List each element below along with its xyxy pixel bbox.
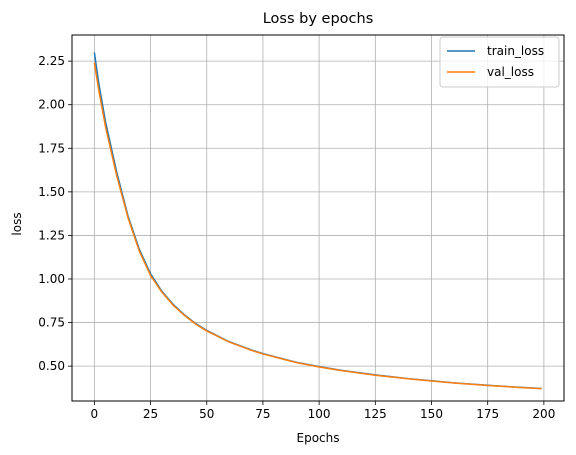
y-tick-label: 1.75 xyxy=(38,141,65,155)
x-tick-label: 150 xyxy=(420,407,443,421)
legend: train_loss val_loss xyxy=(439,36,560,88)
y-tick-label: 1.00 xyxy=(38,272,65,286)
y-axis-ticks: 0.50 0.75 1.00 1.25 1.50 1.75 2.00 2.25 xyxy=(38,54,72,373)
x-axis-ticks: 0 25 50 75 100 125 150 175 200 xyxy=(91,401,555,421)
x-tick-label: 0 xyxy=(91,407,99,421)
x-tick-label: 175 xyxy=(476,407,499,421)
y-tick-label: 2.25 xyxy=(38,54,65,68)
y-tick-label: 2.00 xyxy=(38,98,65,112)
x-tick-label: 50 xyxy=(199,407,214,421)
legend-label-val-loss: val_loss xyxy=(487,65,534,79)
y-tick-label: 1.25 xyxy=(38,228,65,242)
series-lines xyxy=(93,52,542,390)
x-axis-label: Epochs xyxy=(297,431,340,445)
y-tick-label: 0.50 xyxy=(38,359,65,373)
y-tick-label: 1.50 xyxy=(38,185,65,199)
y-axis-label: loss xyxy=(10,212,24,235)
x-tick-label: 25 xyxy=(143,407,158,421)
series-line-val-loss xyxy=(93,62,542,390)
y-tick-label: 0.75 xyxy=(38,316,65,330)
plot-area-frame xyxy=(71,34,565,402)
x-tick-label: 100 xyxy=(308,407,331,421)
grid-lines xyxy=(72,35,564,401)
legend-label-train-loss: train_loss xyxy=(487,44,544,58)
series-line-train-loss xyxy=(93,52,542,390)
x-tick-label: 125 xyxy=(364,407,387,421)
x-tick-label: 200 xyxy=(532,407,555,421)
chart-title: Loss by epochs xyxy=(263,11,374,27)
x-tick-label: 75 xyxy=(255,407,270,421)
legend-box xyxy=(439,36,560,88)
